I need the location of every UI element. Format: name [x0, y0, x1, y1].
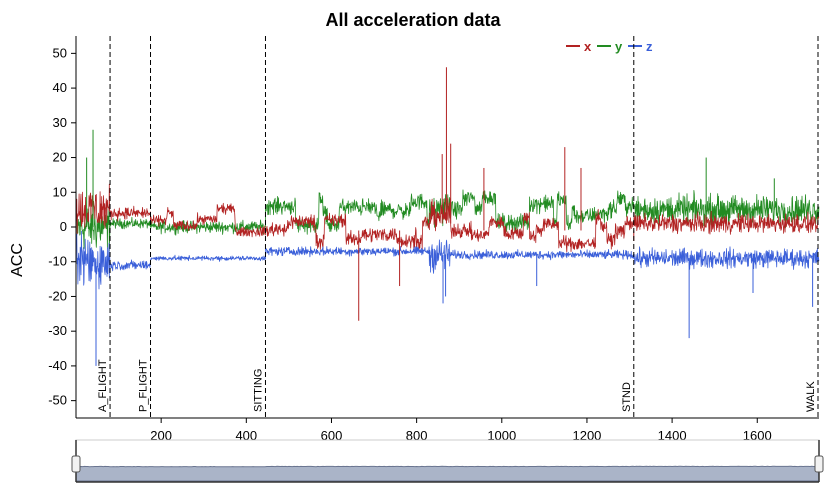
- x-tick-label: 400: [235, 428, 257, 443]
- x-tick-label: 1600: [743, 428, 772, 443]
- series-layer: [75, 67, 820, 366]
- range-navigator[interactable]: [71, 439, 824, 483]
- x-tick-label: 1000: [487, 428, 516, 443]
- navigator-series-area: [75, 465, 820, 482]
- navigator-right-handle[interactable]: [814, 455, 824, 473]
- y-tick-label: -40: [48, 358, 67, 373]
- legend[interactable]: x y z: [566, 39, 653, 54]
- y-axis-label: ACC: [9, 243, 26, 277]
- y-tick-label: -10: [48, 254, 67, 269]
- series-line-x: [75, 183, 820, 253]
- chart-title: All acceleration data: [325, 10, 501, 30]
- series-line-z: [75, 230, 820, 290]
- y-axis: 50 40 30 20 10 0 -10 -20 -30 -40 -50: [48, 36, 77, 418]
- plot-area: A_FLIGHT P_FLIGHT SITTING STND WALK: [75, 36, 820, 418]
- x-axis: 200 400 600 800 1000 1200 1400 1600: [76, 417, 819, 443]
- event-label: P_FLIGHT: [138, 359, 150, 412]
- event-label: STND: [621, 382, 633, 412]
- x-tick-label: 1400: [658, 428, 687, 443]
- y-tick-label: -50: [48, 393, 67, 408]
- y-tick-label: 0: [60, 219, 67, 234]
- x-tick-label: 1200: [572, 428, 601, 443]
- event-label: A_FLIGHT: [97, 359, 109, 412]
- y-tick-label: 30: [53, 115, 67, 130]
- y-tick-label: -30: [48, 323, 67, 338]
- y-tick-label: 50: [53, 45, 67, 60]
- event-label: SITTING: [252, 369, 264, 412]
- y-tick-label: 20: [53, 150, 67, 165]
- x-tick-label: 800: [406, 428, 428, 443]
- legend-label-z[interactable]: z: [646, 39, 653, 54]
- event-label: WALK: [805, 381, 817, 412]
- y-tick-label: -20: [48, 288, 67, 303]
- x-tick-label: 200: [150, 428, 172, 443]
- y-tick-label: 10: [53, 184, 67, 199]
- events-layer: A_FLIGHT P_FLIGHT SITTING STND WALK: [97, 36, 819, 418]
- x-tick-label: 600: [321, 428, 343, 443]
- legend-label-y[interactable]: y: [615, 39, 623, 54]
- y-tick-label: 40: [53, 80, 67, 95]
- navigator-left-handle[interactable]: [71, 455, 81, 473]
- legend-label-x[interactable]: x: [584, 39, 592, 54]
